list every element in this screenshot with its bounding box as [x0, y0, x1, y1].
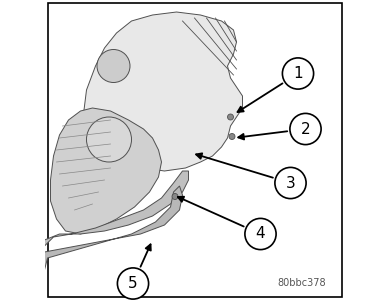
Circle shape: [275, 167, 306, 199]
Polygon shape: [84, 12, 242, 171]
Text: 2: 2: [301, 122, 310, 136]
Text: 80bbc378: 80bbc378: [278, 278, 326, 288]
Polygon shape: [44, 186, 182, 276]
Circle shape: [290, 113, 321, 145]
Circle shape: [172, 194, 178, 200]
Text: 3: 3: [286, 176, 295, 190]
Circle shape: [228, 114, 233, 120]
Circle shape: [229, 134, 235, 140]
Text: 4: 4: [256, 226, 265, 242]
Circle shape: [282, 58, 314, 89]
Circle shape: [245, 218, 276, 250]
Circle shape: [97, 50, 130, 82]
Circle shape: [117, 268, 149, 299]
Polygon shape: [44, 171, 189, 270]
Text: 5: 5: [128, 276, 138, 291]
Circle shape: [86, 117, 131, 162]
Text: 1: 1: [293, 66, 303, 81]
Polygon shape: [51, 108, 161, 234]
